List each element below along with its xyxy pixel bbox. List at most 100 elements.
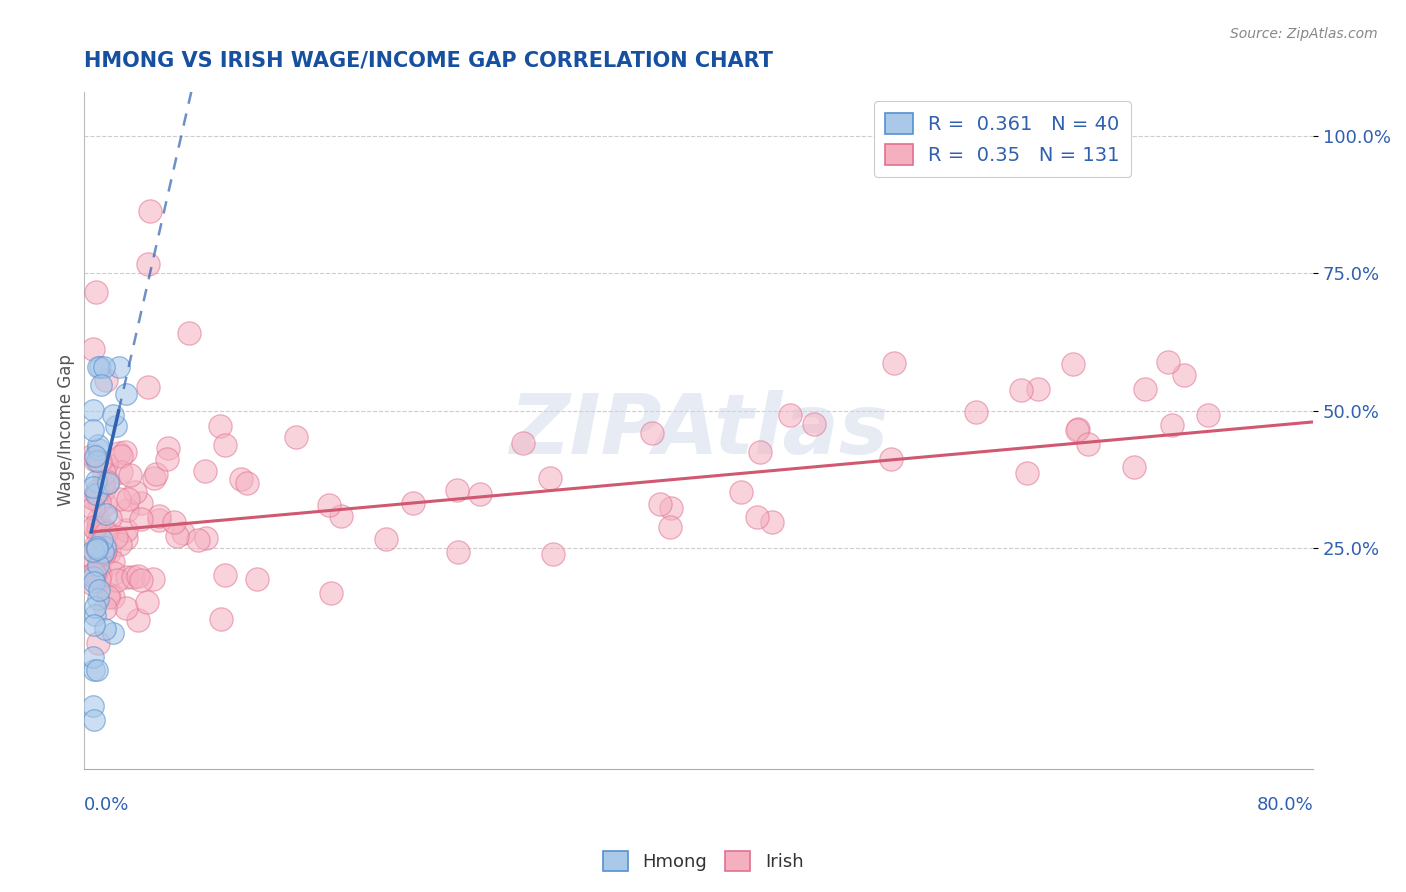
Point — [86, 512, 108, 526]
Point — [97, 475, 120, 489]
Point — [89, 568, 111, 582]
Point — [82, 480, 104, 494]
Point — [446, 483, 468, 497]
Point — [214, 438, 236, 452]
Point — [90, 533, 112, 547]
Point — [468, 487, 491, 501]
Text: 0.0%: 0.0% — [83, 797, 129, 814]
Point — [82, 424, 104, 438]
Point — [730, 485, 752, 500]
Point — [748, 445, 770, 459]
Point — [83, 453, 105, 467]
Point — [1010, 383, 1032, 397]
Point — [779, 408, 801, 422]
Point — [101, 408, 124, 422]
Y-axis label: Wage/Income Gap: Wage/Income Gap — [58, 354, 75, 506]
Point — [86, 437, 108, 451]
Point — [1026, 382, 1049, 396]
Point — [82, 448, 104, 462]
Point — [319, 586, 342, 600]
Point — [89, 572, 111, 586]
Point — [803, 417, 825, 431]
Point — [195, 531, 218, 545]
Point — [121, 570, 143, 584]
Text: HMONG VS IRISH WAGE/INCOME GAP CORRELATION CHART: HMONG VS IRISH WAGE/INCOME GAP CORRELATI… — [83, 51, 772, 70]
Point — [330, 509, 353, 524]
Point — [82, 491, 104, 505]
Point — [512, 436, 534, 450]
Point — [747, 509, 769, 524]
Point — [115, 531, 138, 545]
Point — [84, 538, 107, 552]
Point — [86, 454, 108, 468]
Point — [82, 343, 104, 357]
Point — [1160, 417, 1182, 432]
Point — [93, 547, 115, 561]
Point — [118, 467, 141, 482]
Point — [648, 497, 671, 511]
Point — [1157, 355, 1180, 369]
Point — [148, 509, 170, 524]
Point — [136, 595, 159, 609]
Point — [139, 204, 162, 219]
Point — [115, 386, 138, 401]
Point — [105, 573, 128, 587]
Point — [101, 625, 124, 640]
Point — [93, 359, 115, 374]
Point — [83, 713, 105, 727]
Point — [761, 515, 783, 529]
Point — [124, 485, 146, 500]
Point — [94, 543, 117, 558]
Point — [97, 591, 120, 605]
Point — [114, 444, 136, 458]
Point — [194, 464, 217, 478]
Point — [86, 664, 108, 678]
Point — [659, 520, 682, 534]
Point — [83, 575, 105, 590]
Point — [107, 359, 129, 374]
Point — [129, 512, 152, 526]
Point — [96, 525, 118, 540]
Point — [97, 587, 120, 601]
Point — [87, 520, 110, 534]
Point — [83, 519, 105, 533]
Point — [1173, 368, 1195, 383]
Point — [117, 503, 139, 517]
Point — [110, 465, 132, 479]
Point — [83, 566, 105, 580]
Point — [86, 540, 108, 554]
Point — [107, 446, 129, 460]
Point — [641, 426, 664, 441]
Point — [83, 567, 105, 582]
Point — [89, 359, 111, 374]
Point — [246, 572, 269, 586]
Point — [115, 570, 138, 584]
Point — [101, 555, 124, 569]
Point — [83, 552, 105, 566]
Point — [94, 601, 117, 615]
Point — [86, 558, 108, 573]
Point — [208, 419, 231, 434]
Text: Source: ZipAtlas.com: Source: ZipAtlas.com — [1230, 27, 1378, 41]
Point — [543, 547, 565, 561]
Point — [89, 548, 111, 562]
Point — [87, 560, 110, 574]
Point — [83, 663, 105, 677]
Point — [163, 515, 186, 529]
Point — [87, 442, 110, 456]
Text: ZIPAtlas: ZIPAtlas — [509, 390, 889, 471]
Point — [87, 495, 110, 509]
Point — [83, 599, 105, 614]
Point — [156, 451, 179, 466]
Point — [117, 491, 139, 506]
Point — [659, 501, 682, 516]
Point — [229, 472, 252, 486]
Point — [156, 441, 179, 455]
Point — [83, 618, 105, 632]
Point — [127, 613, 149, 627]
Point — [447, 545, 470, 559]
Point — [103, 566, 125, 580]
Point — [131, 495, 153, 509]
Point — [87, 583, 110, 598]
Point — [143, 471, 166, 485]
